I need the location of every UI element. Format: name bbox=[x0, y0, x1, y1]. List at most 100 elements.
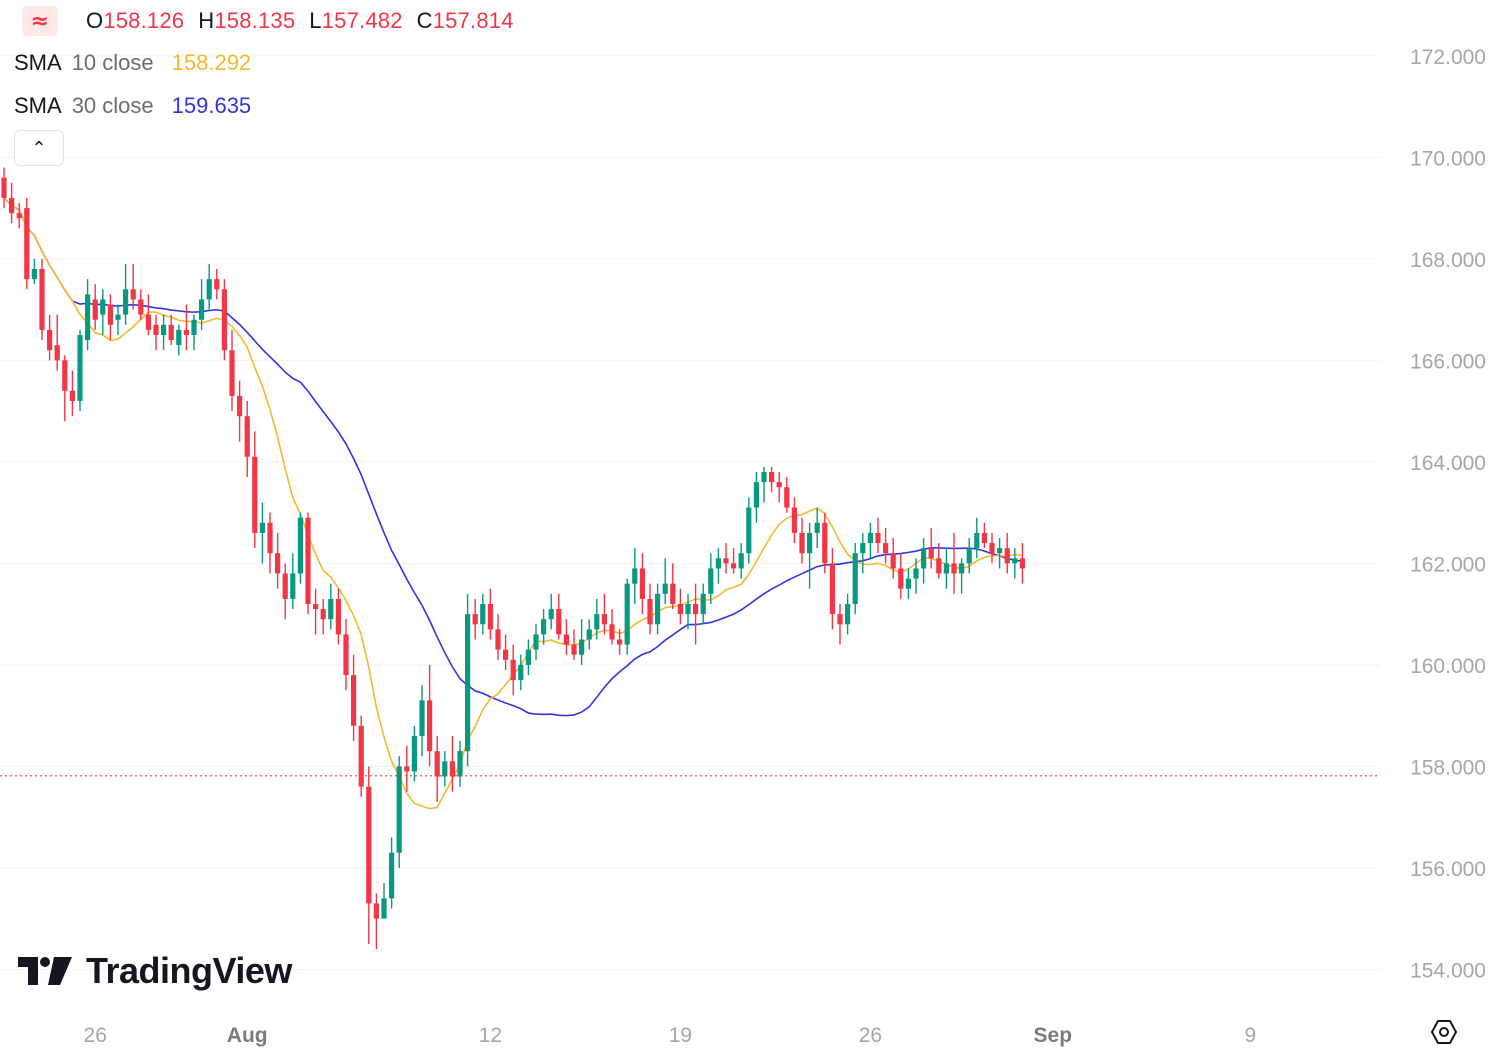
candle-up[interactable] bbox=[708, 553, 714, 604]
candle-down[interactable] bbox=[335, 588, 341, 645]
candle-down[interactable] bbox=[898, 553, 904, 599]
candle-down[interactable] bbox=[503, 634, 509, 670]
candle-down[interactable] bbox=[693, 583, 699, 645]
candle-up[interactable] bbox=[586, 619, 592, 650]
candle-down[interactable] bbox=[928, 527, 934, 569]
candle-down[interactable] bbox=[358, 715, 364, 797]
candle-down[interactable] bbox=[267, 512, 273, 574]
candle-up[interactable] bbox=[457, 741, 463, 787]
candle-down[interactable] bbox=[776, 472, 782, 503]
candle-down[interactable] bbox=[183, 304, 189, 351]
candle-up[interactable] bbox=[396, 756, 402, 868]
candle-down[interactable] bbox=[92, 284, 98, 330]
candle-down[interactable] bbox=[305, 512, 311, 615]
candle-up[interactable] bbox=[290, 553, 296, 610]
candle-up[interactable] bbox=[814, 507, 820, 549]
candle-down[interactable] bbox=[769, 466, 775, 493]
candle-up[interactable] bbox=[905, 568, 911, 599]
legend-sma30[interactable]: SMA 30 close 159.635 bbox=[14, 91, 251, 121]
candle-down[interactable] bbox=[320, 598, 326, 635]
candle-down[interactable] bbox=[427, 664, 433, 767]
candle-up[interactable] bbox=[974, 517, 980, 559]
candle-up[interactable] bbox=[389, 837, 395, 909]
candle-down[interactable] bbox=[9, 182, 15, 224]
candle-down[interactable] bbox=[472, 598, 478, 640]
candle-down[interactable] bbox=[951, 532, 957, 594]
candle-up[interactable] bbox=[191, 314, 197, 351]
candle-down[interactable] bbox=[556, 593, 562, 640]
candle-up[interactable] bbox=[966, 537, 972, 574]
candle-up[interactable] bbox=[328, 583, 334, 630]
candle-down[interactable] bbox=[221, 279, 227, 361]
candle-down[interactable] bbox=[837, 603, 843, 645]
candle-up[interactable] bbox=[525, 639, 531, 676]
candle-up[interactable] bbox=[100, 289, 106, 335]
candle-down[interactable] bbox=[404, 746, 410, 792]
candle-down[interactable] bbox=[883, 527, 889, 564]
candle-down[interactable] bbox=[16, 203, 22, 229]
price-axis[interactable]: 172.000 170.000 168.000 166.000 164.000 162.0… bbox=[1410, 46, 1486, 983]
wave-icon[interactable]: ≈ bbox=[22, 6, 58, 36]
candle-up[interactable] bbox=[852, 543, 858, 615]
candle-up[interactable] bbox=[533, 624, 539, 660]
candle-up[interactable] bbox=[738, 543, 744, 579]
candle-down[interactable] bbox=[366, 766, 372, 945]
candle-down[interactable] bbox=[609, 609, 615, 645]
candle-up[interactable] bbox=[753, 472, 759, 523]
candle-down[interactable] bbox=[145, 294, 151, 335]
candle-down[interactable] bbox=[138, 289, 144, 320]
candle-down[interactable] bbox=[252, 431, 258, 549]
candle-down[interactable] bbox=[799, 517, 805, 564]
candle-up[interactable] bbox=[548, 593, 554, 630]
candle-down[interactable] bbox=[875, 517, 881, 554]
candle-up[interactable] bbox=[594, 598, 600, 640]
candle-up[interactable] bbox=[700, 583, 706, 625]
candle-down[interactable] bbox=[244, 400, 250, 478]
candle-up[interactable] bbox=[632, 548, 638, 604]
candles[interactable] bbox=[1, 167, 1025, 950]
candle-down[interactable] bbox=[495, 614, 501, 660]
candle-down[interactable] bbox=[343, 619, 349, 691]
candle-up[interactable] bbox=[715, 548, 721, 584]
candle-down[interactable] bbox=[130, 263, 136, 310]
candle-down[interactable] bbox=[723, 543, 729, 574]
candle-up[interactable] bbox=[867, 522, 873, 559]
candle-up[interactable] bbox=[419, 685, 425, 757]
candle-down[interactable] bbox=[639, 553, 645, 615]
candle-down[interactable] bbox=[54, 314, 60, 371]
candle-down[interactable] bbox=[373, 893, 379, 950]
candle-up[interactable] bbox=[115, 304, 121, 335]
candle-down[interactable] bbox=[784, 477, 790, 513]
candle-down[interactable] bbox=[229, 329, 235, 412]
candle-up[interactable] bbox=[465, 593, 471, 767]
candle-down[interactable] bbox=[107, 294, 113, 341]
candle-up[interactable] bbox=[176, 324, 182, 356]
candle-down[interactable] bbox=[670, 563, 676, 610]
candle-down[interactable] bbox=[214, 268, 220, 300]
candle-down[interactable] bbox=[731, 548, 737, 574]
candle-down[interactable] bbox=[69, 370, 75, 417]
candle-up[interactable] bbox=[480, 593, 486, 635]
candle-down[interactable] bbox=[237, 380, 243, 442]
candle-down[interactable] bbox=[282, 563, 288, 620]
collapse-legend-button[interactable]: ⌃ bbox=[14, 130, 64, 166]
candle-up[interactable] bbox=[860, 532, 866, 574]
candle-down[interactable] bbox=[153, 314, 159, 351]
candle-down[interactable] bbox=[563, 619, 569, 655]
candle-down[interactable] bbox=[617, 629, 623, 655]
candle-up[interactable] bbox=[411, 725, 417, 782]
candle-up[interactable] bbox=[297, 512, 303, 584]
candle-down[interactable] bbox=[647, 583, 653, 635]
candle-down[interactable] bbox=[936, 543, 942, 579]
candle-up[interactable] bbox=[685, 593, 691, 630]
candle-down[interactable] bbox=[791, 497, 797, 544]
candle-up[interactable] bbox=[161, 314, 167, 351]
candle-down[interactable] bbox=[890, 537, 896, 579]
candle-up[interactable] bbox=[381, 883, 387, 919]
candle-down[interactable] bbox=[275, 532, 281, 589]
candle-up[interactable] bbox=[959, 558, 965, 594]
candle-down[interactable] bbox=[1004, 532, 1010, 574]
candle-up[interactable] bbox=[442, 751, 448, 787]
candle-down[interactable] bbox=[677, 588, 683, 625]
